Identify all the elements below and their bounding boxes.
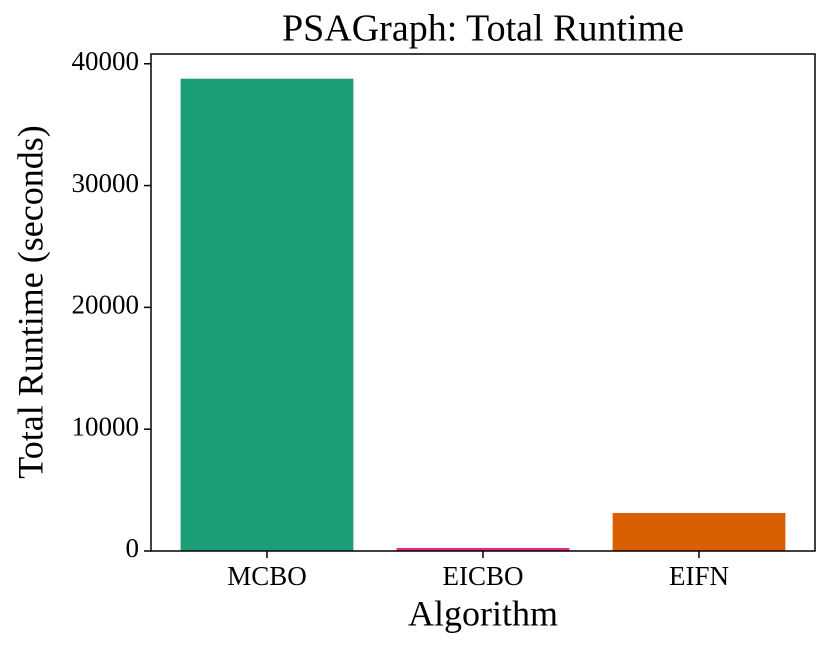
bar bbox=[396, 547, 570, 551]
x-axis-label: Algorithm bbox=[408, 593, 558, 633]
bar bbox=[180, 78, 354, 552]
x-tick-label: EIFN bbox=[669, 561, 729, 591]
bar bbox=[612, 512, 786, 551]
y-tick-label: 40000 bbox=[72, 46, 140, 76]
y-tick-label: 20000 bbox=[72, 290, 140, 320]
axes-frame bbox=[150, 53, 816, 552]
chart-title: PSAGraph: Total Runtime bbox=[282, 8, 684, 50]
y-tick-label: 30000 bbox=[72, 168, 140, 198]
y-axis-label: Total Runtime (seconds) bbox=[10, 125, 50, 478]
x-tick-label: EICBO bbox=[443, 561, 524, 591]
x-tick-label: MCBO bbox=[227, 561, 307, 591]
y-tick-label: 0 bbox=[126, 533, 140, 563]
y-tick-label: 10000 bbox=[72, 411, 140, 441]
